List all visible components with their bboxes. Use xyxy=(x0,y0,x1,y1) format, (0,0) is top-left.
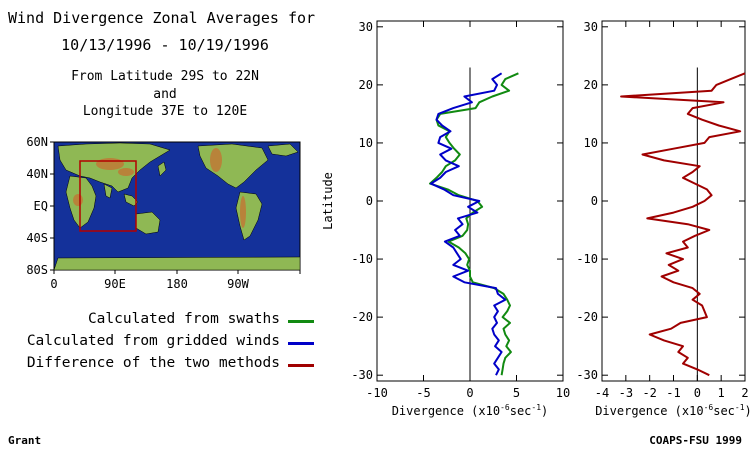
map-lat-label-40s: 40S xyxy=(26,231,48,245)
series-line-1 xyxy=(620,72,746,377)
y-axis-label: Latitude xyxy=(321,172,335,230)
map-lon-label-0: 0 xyxy=(50,277,57,291)
legend-swatch-gridded xyxy=(288,342,314,345)
series-line-2 xyxy=(429,72,507,376)
x-tick-label: 1 xyxy=(718,386,725,400)
map-lat-label-80s: 80S xyxy=(26,263,48,277)
x-tick-label: -5 xyxy=(416,386,430,400)
map-lon-label-90e: 90E xyxy=(104,277,126,291)
legend-swatch-swaths xyxy=(288,320,314,323)
map-lon-label-180: 180 xyxy=(166,277,188,291)
x-axis-label: Divergence (x10-6sec-1) xyxy=(595,403,750,418)
x-tick-label: -10 xyxy=(366,386,388,400)
y-tick-label: 0 xyxy=(591,194,598,208)
legend-swatch-difference xyxy=(288,364,314,367)
map-lat-ticks xyxy=(50,141,301,274)
x-tick-label: -1 xyxy=(666,386,680,400)
region-line-2: and xyxy=(153,87,177,102)
x-tick-label: 0 xyxy=(466,386,473,400)
y-tick-label: -20 xyxy=(576,310,598,324)
y-tick-label: -30 xyxy=(576,368,598,382)
x-tick-label: 10 xyxy=(556,386,570,400)
x-tick-label: -2 xyxy=(642,386,656,400)
series-line-1 xyxy=(429,72,519,376)
map-lat-label-eq: EQ xyxy=(34,199,48,213)
y-tick-label: 10 xyxy=(359,136,373,150)
region-line-1: From Latitude 29S to 22N xyxy=(71,69,259,84)
y-tick-label: -10 xyxy=(351,252,373,266)
x-tick-label: 2 xyxy=(741,386,748,400)
y-tick-label: 20 xyxy=(584,78,598,92)
x-axis-label: Divergence (x10-6sec-1) xyxy=(392,403,549,418)
legend-label-difference: Difference of the two methods xyxy=(26,355,280,371)
x-tick-label: 0 xyxy=(694,386,701,400)
chart-1: -30 -20 -10 0 10 20 30 -10 -5 0 5 10 Divergence (x10… xyxy=(321,20,570,418)
date-range: 10/13/1996 - 10/19/1996 xyxy=(61,36,269,54)
legend-label-gridded: Calculated from gridded winds xyxy=(26,333,280,349)
y-tick-label: 30 xyxy=(359,20,373,34)
y-tick-label: 30 xyxy=(584,20,598,34)
x-tick-label: -3 xyxy=(619,386,633,400)
x-tick-label: -4 xyxy=(595,386,609,400)
map-lon-label-90w: 90W xyxy=(227,277,249,291)
figure-title: Wind Divergence Zonal Averages for xyxy=(8,9,316,27)
selected-region-box xyxy=(79,160,137,232)
y-tick-label: 0 xyxy=(366,194,373,208)
y-tick-label: -30 xyxy=(351,368,373,382)
footer-credit: COAPS-FSU 1999 xyxy=(649,434,742,447)
y-tick-label: -20 xyxy=(351,310,373,324)
map-lat-label-40n: 40N xyxy=(26,167,48,181)
region-line-3: Longitude 37E to 120E xyxy=(82,104,248,119)
footer-author: Grant xyxy=(8,434,42,447)
x-tick-label: 5 xyxy=(513,386,520,400)
y-tick-label: -10 xyxy=(576,252,598,266)
legend-label-swaths: Calculated from swaths xyxy=(87,311,280,327)
y-tick-label: 20 xyxy=(359,78,373,92)
y-tick-label: 10 xyxy=(584,136,598,150)
world-map: 60N 40N EQ 40S 80S 0 90E 180 90W xyxy=(26,135,301,291)
map-lat-label-60n: 60N xyxy=(26,135,48,149)
